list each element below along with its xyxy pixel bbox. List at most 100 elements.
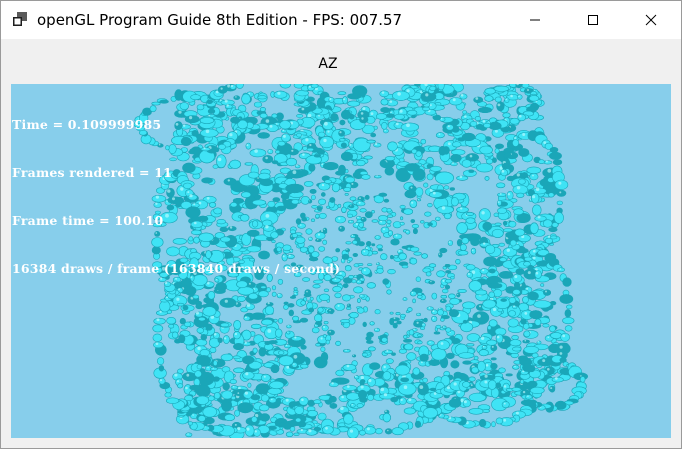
mesh-blob — [487, 282, 503, 289]
mesh-blob — [235, 391, 244, 396]
mesh-blob — [557, 267, 565, 273]
mesh-blob — [241, 93, 251, 105]
mesh-highlight — [527, 271, 531, 275]
mesh-blob — [481, 345, 488, 350]
mesh-blob — [484, 87, 496, 95]
mesh-highlight — [219, 265, 223, 268]
mesh-blob — [232, 198, 244, 204]
mesh-blob — [403, 208, 413, 215]
mesh-blob — [549, 151, 562, 160]
mesh-blob — [426, 340, 435, 346]
mesh-highlight — [376, 236, 378, 238]
mesh-blob — [475, 289, 488, 296]
mesh-highlight — [160, 379, 162, 382]
mesh-blob — [457, 250, 469, 256]
mesh-blob — [230, 385, 239, 390]
mesh-blob — [494, 260, 502, 268]
mesh-blob — [317, 412, 327, 421]
mesh-blob — [291, 362, 298, 368]
mesh-highlight — [419, 385, 424, 389]
maximize-button[interactable] — [564, 1, 622, 39]
mesh-blob — [358, 222, 365, 228]
mesh-blob — [352, 240, 358, 245]
mesh-blob — [358, 294, 365, 299]
mesh-blob — [484, 95, 494, 102]
close-button[interactable] — [622, 1, 680, 39]
mesh-highlight — [436, 217, 438, 219]
mesh-blob — [275, 149, 281, 154]
mesh-blob — [261, 319, 273, 326]
mesh-blob — [237, 402, 254, 414]
mesh-blob — [529, 172, 539, 181]
mesh-blob — [303, 181, 314, 187]
mesh-blob — [300, 300, 307, 306]
mesh-blob — [329, 403, 338, 409]
minimize-button[interactable] — [506, 1, 564, 39]
mesh-blob — [534, 318, 542, 326]
mesh-blob — [371, 209, 375, 214]
mesh-highlight — [176, 297, 180, 301]
mesh-highlight — [355, 223, 358, 226]
mesh-blob — [220, 353, 234, 362]
az-label: AZ — [318, 56, 338, 72]
mesh-blob — [223, 177, 237, 186]
mesh-highlight — [463, 400, 467, 404]
mesh-blob — [456, 206, 469, 213]
mesh-blob — [412, 298, 416, 304]
mesh-blob — [309, 296, 314, 301]
mesh-blob — [176, 302, 185, 307]
mesh-instances — [133, 84, 589, 438]
mesh-blob — [485, 158, 494, 165]
mesh-blob — [553, 211, 564, 224]
mesh-blob — [298, 396, 309, 406]
mesh-blob — [383, 198, 390, 203]
mesh-blob — [292, 315, 299, 322]
mesh-blob — [459, 93, 468, 100]
mesh-blob — [241, 232, 252, 246]
mesh-highlight — [244, 316, 247, 319]
mesh-blob — [306, 409, 318, 417]
mesh-blob — [417, 294, 423, 299]
mesh-blob — [466, 333, 481, 342]
mesh-highlight — [510, 94, 513, 98]
mesh-blob — [352, 354, 357, 358]
mesh-highlight — [350, 205, 352, 207]
mesh-blob — [482, 221, 493, 231]
mesh-blob — [383, 349, 393, 355]
mesh-highlight — [325, 426, 328, 430]
mesh-blob — [238, 259, 245, 264]
mesh-blob — [516, 213, 531, 224]
mesh-blob — [314, 313, 323, 323]
mesh-highlight — [282, 255, 285, 258]
mesh-highlight — [357, 280, 359, 282]
mesh-blob — [179, 257, 189, 263]
mesh-blob — [496, 101, 505, 112]
mesh-highlight — [387, 224, 389, 226]
title-bar[interactable]: openGL Program Guide 8th Edition - FPS: … — [1, 1, 681, 39]
mesh-blob — [527, 291, 539, 301]
opengl-viewport[interactable]: Time = 0.109999985 Frames rendered = 11 … — [11, 84, 671, 438]
mesh-blob — [542, 323, 550, 328]
mesh-highlight — [464, 115, 467, 118]
mesh-blob — [311, 194, 316, 201]
mesh-highlight — [400, 398, 403, 401]
mesh-blob — [405, 229, 411, 235]
mesh-blob — [208, 395, 215, 402]
mesh-highlight — [327, 130, 330, 133]
mesh-blob — [506, 175, 515, 182]
mesh-highlight — [477, 314, 481, 318]
mesh-blob — [513, 281, 520, 290]
mesh-blob — [523, 261, 531, 267]
mesh-blob — [293, 287, 298, 291]
mesh-blob — [303, 293, 312, 298]
mesh-blob — [359, 116, 369, 124]
mesh-blob — [400, 313, 406, 318]
mesh-highlight — [398, 249, 401, 252]
mesh-blob — [273, 318, 278, 323]
mesh-blob — [290, 262, 297, 267]
mesh-highlight — [334, 278, 337, 280]
mesh-highlight — [413, 328, 415, 330]
mesh-highlight — [558, 181, 562, 185]
mesh-blob — [488, 291, 495, 299]
mesh-blob — [395, 167, 411, 182]
